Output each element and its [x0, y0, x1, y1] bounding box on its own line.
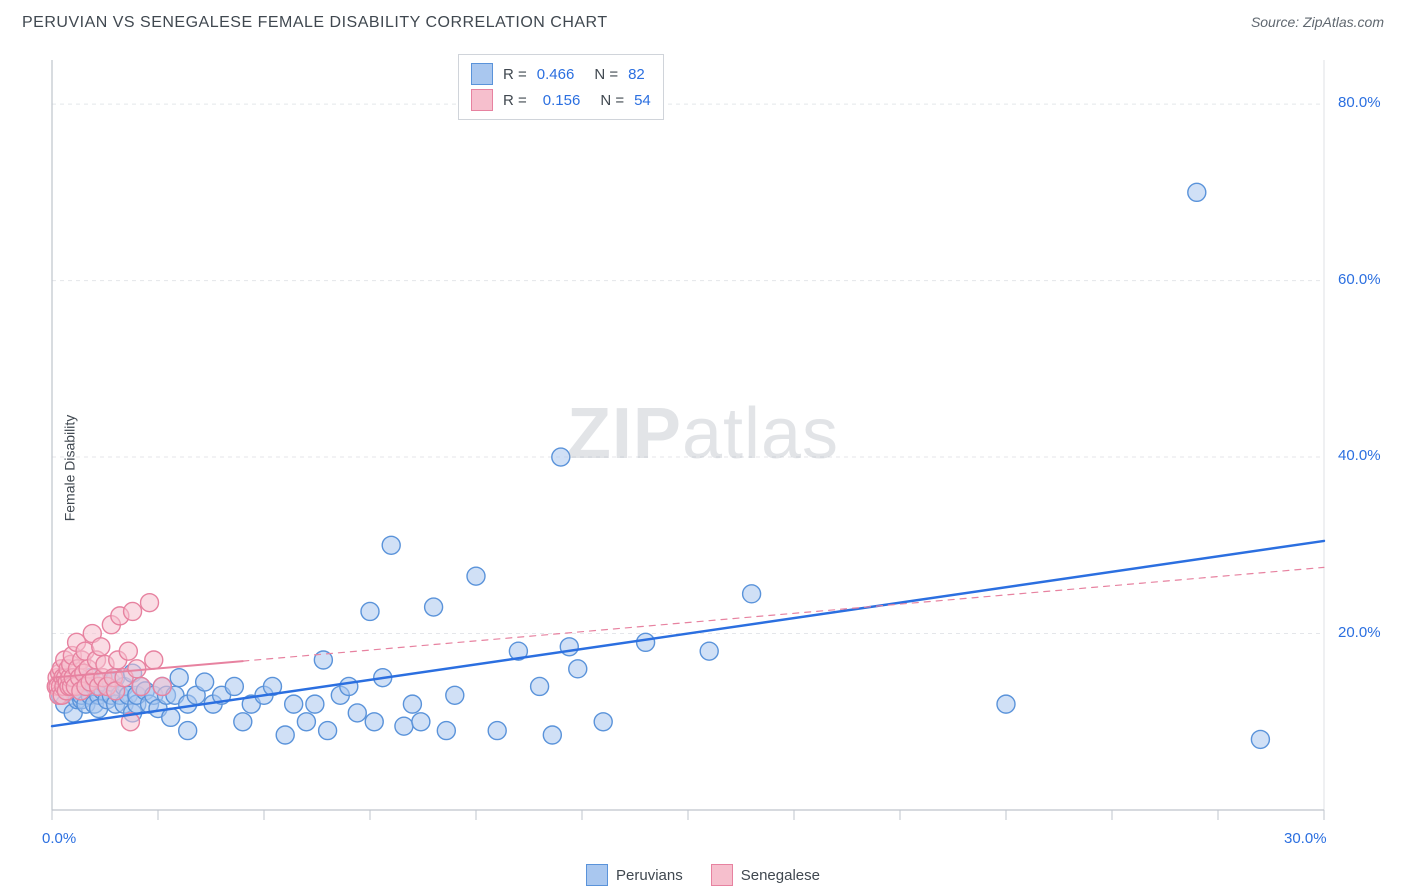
- chart-container: Female Disability ZIPatlas R = 0.466 N =…: [0, 44, 1406, 892]
- legend-item-senegalese: Senegalese: [711, 864, 820, 886]
- legend-label-senegalese: Senegalese: [741, 867, 820, 884]
- legend-r-label: R =: [503, 92, 527, 109]
- y-tick-label: 40.0%: [1338, 447, 1381, 464]
- y-tick-label: 20.0%: [1338, 624, 1381, 641]
- legend-item-peruvians: Peruvians: [586, 864, 683, 886]
- legend-label-peruvians: Peruvians: [616, 867, 683, 884]
- source-name: ZipAtlas.com: [1303, 14, 1384, 30]
- x-tick-label: 30.0%: [1284, 830, 1327, 847]
- legend-n-value-peruvians: 82: [628, 66, 645, 83]
- legend-n-label: N =: [594, 66, 618, 83]
- chart-title: PERUVIAN VS SENEGALESE FEMALE DISABILITY…: [22, 14, 608, 32]
- legend-swatch-peruvians: [471, 63, 493, 85]
- chart-source: Source: ZipAtlas.com: [1251, 14, 1384, 30]
- scatter-chart: [0, 44, 1406, 892]
- legend-r-value-peruvians: 0.466: [537, 66, 575, 83]
- legend-n-label: N =: [600, 92, 624, 109]
- source-prefix: Source:: [1251, 14, 1303, 30]
- legend-row-senegalese: R = 0.156 N = 54: [471, 87, 651, 113]
- series-legend: Peruvians Senegalese: [0, 864, 1406, 886]
- legend-swatch-icon: [586, 864, 608, 886]
- y-tick-label: 60.0%: [1338, 271, 1381, 288]
- x-tick-label: 0.0%: [42, 830, 76, 847]
- legend-r-label: R =: [503, 66, 527, 83]
- legend-n-value-senegalese: 54: [634, 92, 651, 109]
- chart-header: PERUVIAN VS SENEGALESE FEMALE DISABILITY…: [0, 0, 1406, 32]
- correlation-legend: R = 0.466 N = 82 R = 0.156 N = 54: [458, 54, 664, 120]
- legend-r-value-senegalese: 0.156: [543, 92, 581, 109]
- legend-swatch-senegalese: [471, 89, 493, 111]
- y-tick-label: 80.0%: [1338, 94, 1381, 111]
- legend-row-peruvians: R = 0.466 N = 82: [471, 61, 651, 87]
- legend-swatch-icon: [711, 864, 733, 886]
